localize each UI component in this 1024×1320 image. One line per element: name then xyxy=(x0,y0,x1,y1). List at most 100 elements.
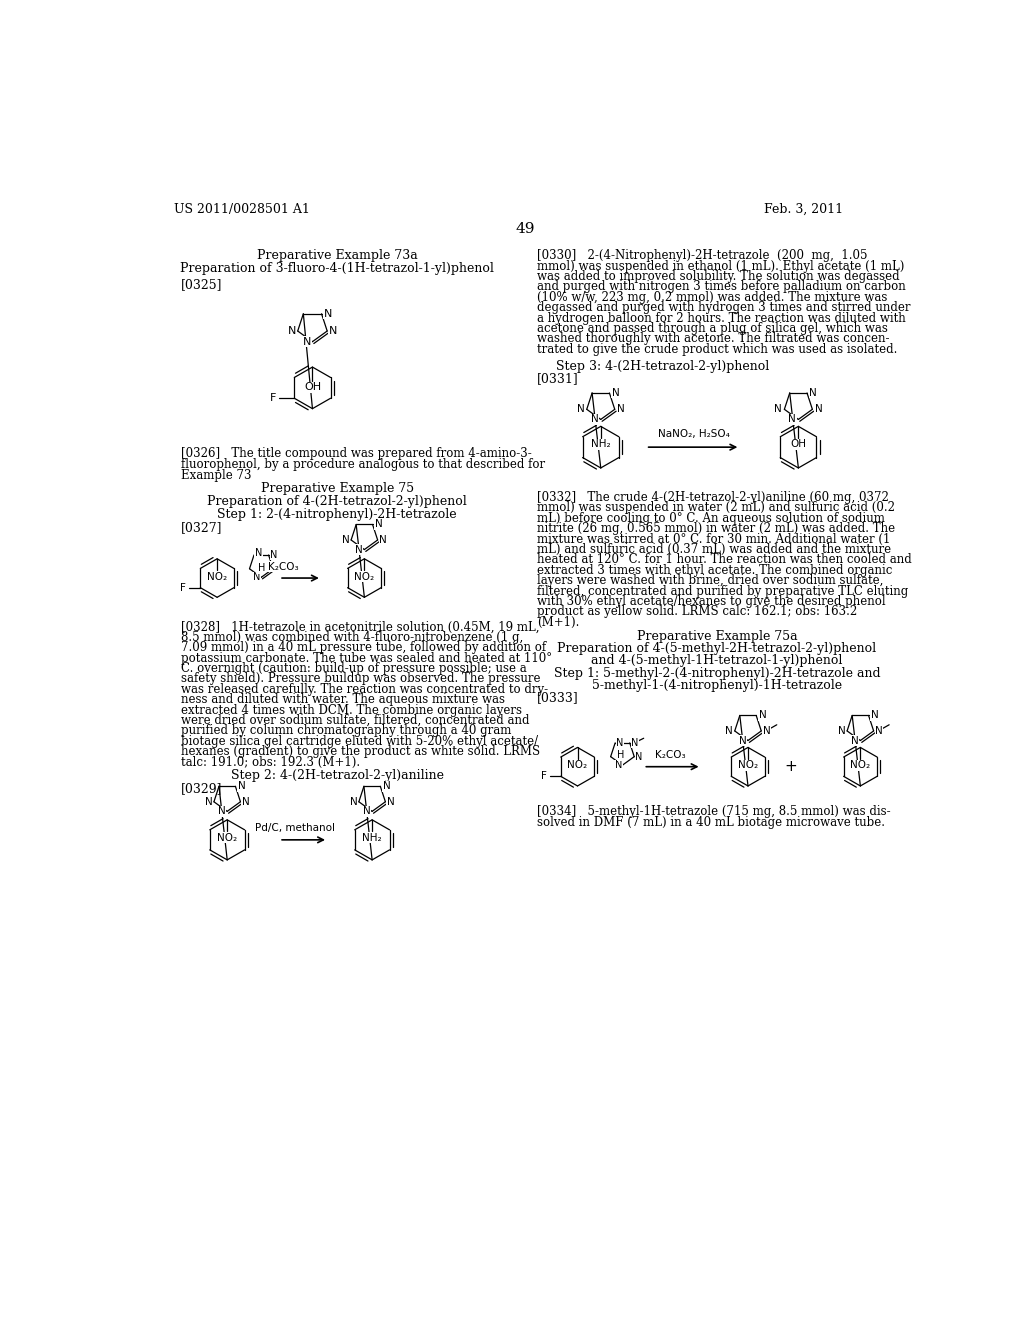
Text: Step 1: 5-methyl-2-(4-nitrophenyl)-2H-tetrazole and: Step 1: 5-methyl-2-(4-nitrophenyl)-2H-te… xyxy=(554,667,881,680)
Text: Preparation of 3-fluoro-4-(1H-tetrazol-1-yl)phenol: Preparation of 3-fluoro-4-(1H-tetrazol-1… xyxy=(180,263,495,276)
Text: washed thoroughly with acetone. The filtrated was concen-: washed thoroughly with acetone. The filt… xyxy=(538,333,890,346)
Text: N: N xyxy=(617,404,625,414)
Text: were dried over sodium sulfate, filtered, concentrated and: were dried over sodium sulfate, filtered… xyxy=(180,714,529,727)
Text: NO₂: NO₂ xyxy=(207,572,227,582)
Text: fluorophenol, by a procedure analogous to that described for: fluorophenol, by a procedure analogous t… xyxy=(180,458,545,471)
Text: 49: 49 xyxy=(515,222,535,235)
Text: product as yellow solid. LRMS calc: 162.1; obs: 163.2: product as yellow solid. LRMS calc: 162.… xyxy=(538,606,857,618)
Text: Step 2: 4-(2H-tetrazol-2-yl)aniline: Step 2: 4-(2H-tetrazol-2-yl)aniline xyxy=(230,770,443,781)
Text: F: F xyxy=(541,771,547,781)
Text: safety shield). Pressure buildup was observed. The pressure: safety shield). Pressure buildup was obs… xyxy=(180,672,541,685)
Text: a hydrogen balloon for 2 hours. The reaction was diluted with: a hydrogen balloon for 2 hours. The reac… xyxy=(538,312,906,325)
Text: N: N xyxy=(205,797,212,807)
Text: NO₂: NO₂ xyxy=(217,833,238,842)
Text: extracted 3 times with ethyl acetate. The combined organic: extracted 3 times with ethyl acetate. Th… xyxy=(538,564,893,577)
Text: 7.09 mmol) in a 40 mL pressure tube, followed by addition of: 7.09 mmol) in a 40 mL pressure tube, fol… xyxy=(180,642,546,655)
Text: Step 3: 4-(2H-tetrazol-2-yl)phenol: Step 3: 4-(2H-tetrazol-2-yl)phenol xyxy=(556,360,769,374)
Text: Pd/C, methanol: Pd/C, methanol xyxy=(255,824,335,833)
Text: [0328]   1H-tetrazole in acetonitrile solution (0.45M, 19 mL,: [0328] 1H-tetrazole in acetonitrile solu… xyxy=(180,620,540,634)
Text: purified by column chromatography through a 40 gram: purified by column chromatography throug… xyxy=(180,725,511,738)
Text: N: N xyxy=(238,781,246,791)
Text: biotage silica gel cartridge eluted with 5-20% ethyl acetate/: biotage silica gel cartridge eluted with… xyxy=(180,735,538,747)
Text: potassium carbonate. The tube was sealed and heated at 110°: potassium carbonate. The tube was sealed… xyxy=(180,652,552,664)
Text: N: N xyxy=(270,550,278,560)
Text: N: N xyxy=(303,337,311,347)
Text: N: N xyxy=(616,738,624,748)
Text: acetone and passed through a plug of silica gel, which was: acetone and passed through a plug of sil… xyxy=(538,322,888,335)
Text: [0326]   The title compound was prepared from 4-amino-3-: [0326] The title compound was prepared f… xyxy=(180,447,531,461)
Text: N: N xyxy=(355,545,362,554)
Text: mmol) was suspended in water (2 mL) and sulfuric acid (0.2: mmol) was suspended in water (2 mL) and … xyxy=(538,502,895,515)
Text: talc: 191.0; obs: 192.3 (M+1).: talc: 191.0; obs: 192.3 (M+1). xyxy=(180,755,359,768)
Text: mL) and sulfuric acid (0.37 mL) was added and the mixture: mL) and sulfuric acid (0.37 mL) was adde… xyxy=(538,543,891,556)
Text: N: N xyxy=(274,564,282,574)
Text: N: N xyxy=(838,726,846,737)
Text: NO₂: NO₂ xyxy=(738,760,758,770)
Text: N: N xyxy=(577,404,585,414)
Text: H: H xyxy=(258,564,265,573)
Text: 5-methyl-1-(4-nitrophenyl)-1H-tetrazole: 5-methyl-1-(4-nitrophenyl)-1H-tetrazole xyxy=(592,678,842,692)
Text: N: N xyxy=(375,520,383,529)
Text: N: N xyxy=(725,726,733,737)
Text: NH₂: NH₂ xyxy=(362,833,382,842)
Text: N: N xyxy=(255,548,262,557)
Text: nitrite (26 mg, 0.565 mmol) in water (2 mL) was added. The: nitrite (26 mg, 0.565 mmol) in water (2 … xyxy=(538,523,895,535)
Text: N: N xyxy=(288,326,297,337)
Text: NO₂: NO₂ xyxy=(850,760,870,770)
Text: Preparative Example 75: Preparative Example 75 xyxy=(261,482,414,495)
Text: 8.5 mmol) was combined with 4-fluoro-nitrobenzene (1 g,: 8.5 mmol) was combined with 4-fluoro-nit… xyxy=(180,631,523,644)
Text: [0334]   5-methyl-1H-tetrazole (715 mg, 8.5 mmol) was dis-: [0334] 5-methyl-1H-tetrazole (715 mg, 8.… xyxy=(538,805,891,818)
Text: hexanes (gradient) to give the product as white solid. LRMS: hexanes (gradient) to give the product a… xyxy=(180,744,540,758)
Text: [0329]: [0329] xyxy=(180,781,222,795)
Text: N: N xyxy=(635,751,643,762)
Text: Preparation of 4-(5-methyl-2H-tetrazol-2-yl)phenol: Preparation of 4-(5-methyl-2H-tetrazol-2… xyxy=(557,642,877,655)
Text: was released carefully. The reaction was concentrated to dry-: was released carefully. The reaction was… xyxy=(180,682,548,696)
Text: US 2011/0028501 A1: US 2011/0028501 A1 xyxy=(174,203,310,216)
Text: ness and diluted with water. The aqueous mixture was: ness and diluted with water. The aqueous… xyxy=(180,693,505,706)
Text: [0327]: [0327] xyxy=(180,521,222,535)
Text: mmol) was suspended in ethanol (1 mL). Ethyl acetate (1 mL): mmol) was suspended in ethanol (1 mL). E… xyxy=(538,260,904,273)
Text: N: N xyxy=(870,710,879,721)
Text: K₂CO₃: K₂CO₃ xyxy=(655,750,686,760)
Text: N: N xyxy=(763,726,771,737)
Text: F: F xyxy=(269,393,275,403)
Text: solved in DMF (7 mL) in a 40 mL biotage microwave tube.: solved in DMF (7 mL) in a 40 mL biotage … xyxy=(538,816,885,829)
Text: [0333]: [0333] xyxy=(538,692,579,705)
Text: [0330]   2-(4-Nitrophenyl)-2H-tetrazole  (200  mg,  1.05: [0330] 2-(4-Nitrophenyl)-2H-tetrazole (2… xyxy=(538,249,867,263)
Text: +: + xyxy=(784,759,797,775)
Text: mL) before cooling to 0° C. An aqueous solution of sodium: mL) before cooling to 0° C. An aqueous s… xyxy=(538,512,885,525)
Text: [0325]: [0325] xyxy=(180,277,222,290)
Text: Example 73: Example 73 xyxy=(180,469,251,482)
Text: N: N xyxy=(809,388,817,397)
Text: F: F xyxy=(180,582,186,593)
Text: N: N xyxy=(342,535,349,545)
Text: OH: OH xyxy=(791,440,806,449)
Text: and purged with nitrogen 3 times before palladium on carbon: and purged with nitrogen 3 times before … xyxy=(538,280,906,293)
Text: N: N xyxy=(383,781,390,791)
Text: N: N xyxy=(738,735,746,746)
Text: N: N xyxy=(387,797,394,807)
Text: layers were washed with brine, dried over sodium sulfate,: layers were washed with brine, dried ove… xyxy=(538,574,884,587)
Text: N: N xyxy=(591,414,598,425)
Text: filtered, concentrated and purified by preparative TLC eluting: filtered, concentrated and purified by p… xyxy=(538,585,908,598)
Text: NO₂: NO₂ xyxy=(354,572,375,582)
Text: N: N xyxy=(329,326,337,337)
Text: N: N xyxy=(379,535,387,545)
Text: Step 1: 2-(4-nitrophenyl)-2H-tetrazole: Step 1: 2-(4-nitrophenyl)-2H-tetrazole xyxy=(217,508,457,521)
Text: [0331]: [0331] xyxy=(538,372,579,385)
Text: was added to improved solubility. The solution was degassed: was added to improved solubility. The so… xyxy=(538,271,900,282)
Text: N: N xyxy=(242,797,250,807)
Text: N: N xyxy=(253,573,260,582)
Text: N: N xyxy=(815,404,822,414)
Text: and 4-(5-methyl-1H-tetrazol-1-yl)phenol: and 4-(5-methyl-1H-tetrazol-1-yl)phenol xyxy=(591,655,843,668)
Text: N: N xyxy=(788,414,796,425)
Text: trated to give the crude product which was used as isolated.: trated to give the crude product which w… xyxy=(538,343,898,356)
Text: mixture was stirred at 0° C. for 30 min. Additional water (1: mixture was stirred at 0° C. for 30 min.… xyxy=(538,533,891,545)
Text: N: N xyxy=(774,404,782,414)
Text: NO₂: NO₂ xyxy=(567,760,588,770)
Text: N: N xyxy=(632,738,639,748)
Text: N: N xyxy=(759,710,766,721)
Text: N: N xyxy=(876,726,883,737)
Text: K₂CO₃: K₂CO₃ xyxy=(267,561,298,572)
Text: Feb. 3, 2011: Feb. 3, 2011 xyxy=(764,203,843,216)
